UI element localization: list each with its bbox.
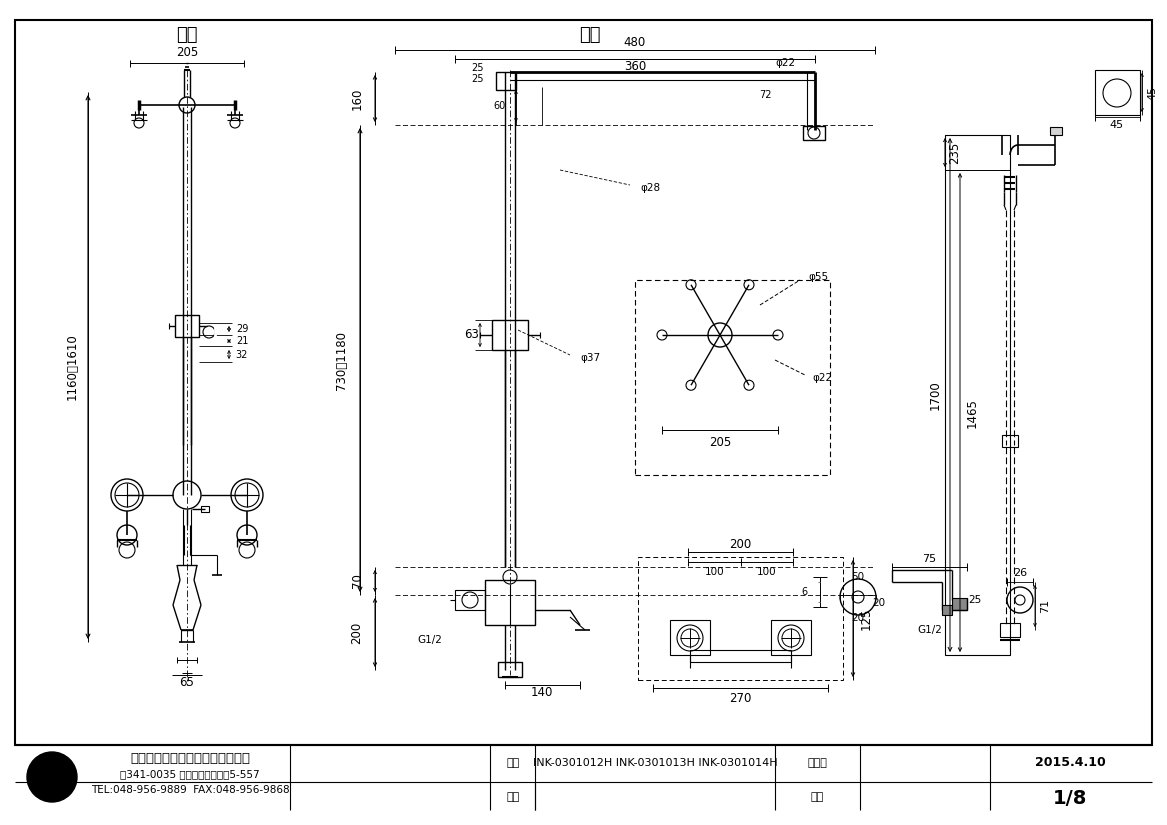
Text: 205: 205 xyxy=(176,46,198,59)
Text: 25: 25 xyxy=(471,74,484,84)
Text: 70: 70 xyxy=(350,573,363,588)
Text: 75: 75 xyxy=(922,554,936,564)
Text: 45: 45 xyxy=(1110,120,1124,130)
Text: 72: 72 xyxy=(759,90,771,100)
Text: 100: 100 xyxy=(705,567,725,577)
Text: TEL:048-956-9889  FAX:048-956-9868: TEL:048-956-9889 FAX:048-956-9868 xyxy=(91,785,289,795)
Text: 品名: 品名 xyxy=(506,758,519,768)
Text: inkc. jp: inkc. jp xyxy=(32,768,72,778)
Text: 図名: 図名 xyxy=(506,792,519,802)
Text: 200: 200 xyxy=(350,622,363,644)
Text: 205: 205 xyxy=(708,436,731,450)
Bar xyxy=(803,126,825,140)
Text: 480: 480 xyxy=(624,35,647,49)
Text: 25: 25 xyxy=(969,595,981,605)
Text: 235: 235 xyxy=(949,142,962,164)
Bar xyxy=(638,557,843,680)
Bar xyxy=(771,620,811,655)
Text: 71: 71 xyxy=(1040,599,1050,613)
Text: 25: 25 xyxy=(471,63,484,73)
Bar xyxy=(952,598,967,610)
Text: 1700: 1700 xyxy=(929,380,942,410)
Text: 200: 200 xyxy=(729,538,752,550)
Bar xyxy=(635,280,830,475)
Text: 21: 21 xyxy=(236,336,249,346)
Bar xyxy=(670,620,710,655)
Text: 株式会社インクコーポレーション: 株式会社インクコーポレーション xyxy=(130,752,250,765)
Text: 125: 125 xyxy=(860,608,873,630)
Text: 1160〜1610: 1160〜1610 xyxy=(65,333,78,400)
Text: 2015.4.10: 2015.4.10 xyxy=(1035,757,1105,770)
Text: 45: 45 xyxy=(1147,86,1156,100)
Text: 270: 270 xyxy=(729,691,752,705)
Bar xyxy=(485,580,534,625)
Text: 60: 60 xyxy=(494,101,506,111)
Circle shape xyxy=(27,752,77,802)
Bar xyxy=(492,320,527,350)
Text: 65: 65 xyxy=(180,676,195,689)
Text: 50: 50 xyxy=(852,572,865,582)
Bar xyxy=(498,662,522,677)
Text: 63: 63 xyxy=(464,328,480,342)
Bar xyxy=(201,506,209,512)
Bar xyxy=(175,315,200,337)
Text: 正面: 正面 xyxy=(176,26,197,44)
Text: 100: 100 xyxy=(757,567,777,577)
Text: 32: 32 xyxy=(236,350,249,360)
Text: 側面: 側面 xyxy=(579,26,601,44)
Text: 140: 140 xyxy=(531,686,553,700)
Text: 26: 26 xyxy=(1013,568,1027,578)
Text: 360: 360 xyxy=(624,60,647,73)
Text: 1/8: 1/8 xyxy=(1053,790,1088,808)
Text: 20: 20 xyxy=(852,613,865,623)
Bar xyxy=(1095,70,1140,115)
Bar xyxy=(455,590,485,610)
Text: G1/2: G1/2 xyxy=(917,625,943,635)
Text: φ55: φ55 xyxy=(808,272,829,282)
Text: φ28: φ28 xyxy=(640,183,661,193)
Text: 作成日: 作成日 xyxy=(808,758,827,768)
Text: INK-0301012H INK-0301013H INK-0301014H: INK-0301012H INK-0301013H INK-0301014H xyxy=(532,758,777,768)
Bar xyxy=(1000,623,1020,637)
Bar xyxy=(945,135,1009,655)
Bar xyxy=(1050,127,1062,135)
Text: 20: 20 xyxy=(872,598,885,608)
Text: 1465: 1465 xyxy=(965,398,978,428)
Bar xyxy=(690,650,791,662)
Text: G1/2: G1/2 xyxy=(418,635,442,645)
Text: 尺度: 尺度 xyxy=(810,792,824,802)
Text: 730〜1180: 730〜1180 xyxy=(335,331,349,389)
Text: φ37: φ37 xyxy=(580,353,600,363)
Text: 6: 6 xyxy=(802,587,808,597)
Bar xyxy=(942,605,952,615)
Bar xyxy=(1002,435,1018,447)
Text: 160: 160 xyxy=(350,87,363,111)
Bar xyxy=(15,20,1152,745)
Text: φ22: φ22 xyxy=(775,58,795,68)
Text: 〒341-0035 埼玉県三郷市鹿野5-557: 〒341-0035 埼玉県三郷市鹿野5-557 xyxy=(120,769,260,779)
Text: 29: 29 xyxy=(236,324,249,334)
Text: φ22: φ22 xyxy=(812,373,832,383)
Bar xyxy=(496,72,516,90)
